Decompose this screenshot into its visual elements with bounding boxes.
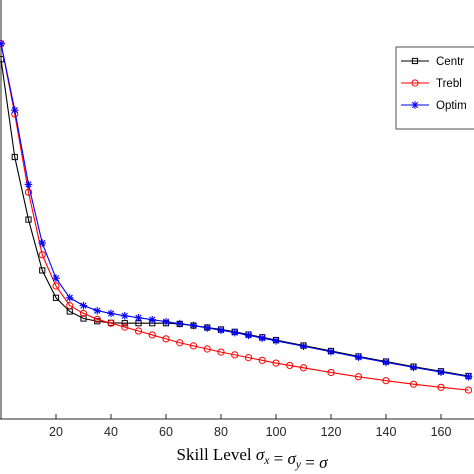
- data-point-optim-25: [409, 363, 418, 372]
- x-tick-label-60: 60: [159, 425, 173, 439]
- data-point-optim-24: [382, 358, 390, 367]
- data-point-centr-3: [39, 267, 46, 274]
- x-tick-label-100: 100: [266, 425, 287, 439]
- legend: Centr Trebl Optim: [395, 46, 474, 130]
- series-layer: [0, 39, 473, 394]
- data-point-centr-9: [121, 320, 128, 327]
- legend-label-trebl: Trebl: [436, 78, 462, 90]
- data-point-trebl-10: [134, 327, 143, 335]
- legend-label-optim: Optim: [436, 100, 467, 112]
- data-point-optim-6: [79, 301, 88, 310]
- data-point-trebl-4: [52, 282, 60, 290]
- data-point-optim-20: [272, 337, 280, 345]
- data-point-centr-1: [11, 153, 18, 161]
- series-line-optim: [0, 43, 469, 378]
- data-point-centr-2: [25, 216, 32, 223]
- data-point-trebl-8: [107, 319, 115, 327]
- data-point-trebl-21: [286, 361, 294, 370]
- legend-marker-square: [411, 57, 419, 65]
- legend-label-centr: Centr: [436, 56, 464, 68]
- data-point-optim-14: [189, 321, 198, 330]
- data-point-optim-21: [299, 342, 308, 351]
- data-point-trebl-24: [354, 373, 363, 381]
- legend-item-centr: Centr: [401, 56, 464, 68]
- data-point-trebl-23: [327, 368, 335, 377]
- data-point-optim-17: [230, 328, 239, 337]
- data-point-trebl-15: [203, 345, 211, 353]
- data-point-trebl-26: [409, 380, 418, 388]
- legend-marker-circle: [411, 79, 419, 87]
- x-axis-label: Skill Level σx = σy = σ: [177, 445, 329, 472]
- data-point-trebl-17: [231, 351, 239, 359]
- series-line-trebl: [0, 43, 469, 391]
- legend-item-trebl: Trebl: [401, 78, 462, 90]
- data-point-optim-9: [120, 311, 129, 320]
- data-point-trebl-25: [382, 377, 390, 385]
- series-optim: [0, 39, 473, 381]
- data-point-trebl-11: [148, 331, 156, 339]
- x-tick-label-20: 20: [49, 425, 63, 439]
- data-point-trebl-7: [93, 315, 101, 323]
- x-tick-label-160: 160: [431, 425, 452, 439]
- data-point-optim-8: [107, 309, 115, 318]
- data-point-trebl-13: [176, 339, 184, 347]
- x-tick-label-40: 40: [104, 425, 118, 439]
- data-point-optim-1: [10, 106, 19, 114]
- data-point-optim-2: [24, 180, 33, 189]
- data-point-optim-27: [464, 372, 473, 381]
- data-point-centr-6: [80, 315, 87, 322]
- data-point-optim-11: [148, 315, 157, 324]
- data-point-trebl-9: [121, 323, 129, 331]
- data-point-optim-7: [93, 306, 102, 315]
- data-point-trebl-2: [24, 188, 33, 196]
- data-point-trebl-3: [38, 251, 46, 259]
- data-point-centr-4: [52, 294, 60, 301]
- x-tick-label-120: 120: [321, 425, 342, 439]
- data-point-optim-4: [52, 274, 60, 283]
- data-point-optim-3: [38, 239, 47, 247]
- data-point-optim-5: [65, 293, 74, 302]
- x-ticks: 20 40 60 80 100 120 140 160: [49, 414, 451, 439]
- data-point-trebl-28: [464, 386, 473, 394]
- data-point-optim-22: [327, 347, 335, 356]
- data-point-trebl-14: [189, 342, 198, 350]
- data-point-optim-10: [134, 313, 143, 322]
- data-point-trebl-18: [244, 354, 253, 362]
- legend-item-optim: Optim: [401, 100, 467, 112]
- data-point-trebl-20: [272, 359, 280, 367]
- data-point-optim-12: [162, 317, 170, 326]
- data-point-optim-15: [203, 324, 212, 332]
- data-point-trebl-27: [437, 383, 445, 391]
- data-point-trebl-16: [217, 348, 225, 356]
- plot-area: 20 40 60 80 100 120 140 160: [0, 0, 474, 439]
- legend-marker-asterisk: [411, 101, 419, 109]
- data-point-optim-19: [258, 334, 267, 342]
- data-point-trebl-22: [299, 364, 308, 372]
- data-point-optim-16: [217, 326, 225, 335]
- x-tick-label-80: 80: [214, 425, 228, 439]
- series-trebl: [0, 40, 473, 394]
- data-point-trebl-12: [162, 335, 170, 343]
- data-point-optim-23: [354, 353, 363, 362]
- data-point-trebl-19: [258, 356, 266, 364]
- data-point-optim-13: [175, 319, 184, 328]
- data-point-trebl-6: [79, 309, 88, 318]
- x-tick-label-140: 140: [376, 425, 397, 439]
- data-point-optim-26: [437, 368, 445, 376]
- data-point-optim-0: [0, 39, 5, 48]
- data-point-trebl-5: [66, 302, 74, 310]
- data-point-optim-18: [244, 331, 253, 340]
